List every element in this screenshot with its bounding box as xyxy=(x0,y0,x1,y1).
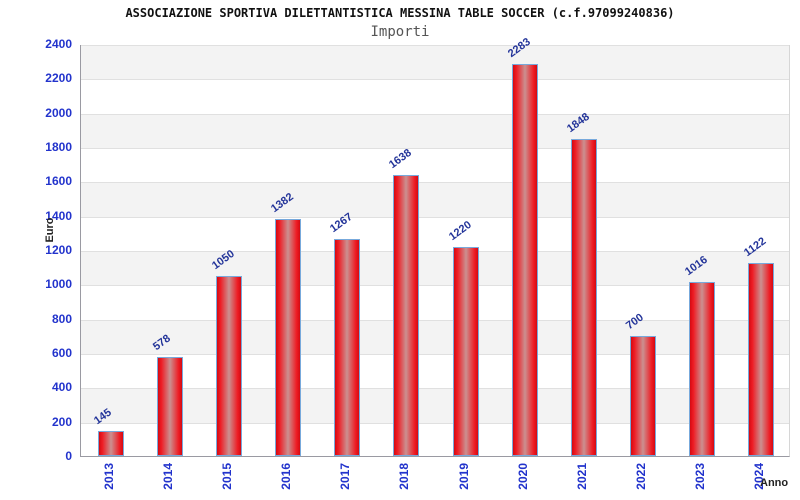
x-tick-label: 2014 xyxy=(160,463,175,490)
x-tick-label: 2018 xyxy=(397,463,412,490)
y-tick-label: 600 xyxy=(51,346,72,360)
x-tick-label: 2021 xyxy=(574,463,589,490)
bar-2017 xyxy=(334,238,361,456)
plot-band xyxy=(81,79,789,113)
bar-2019 xyxy=(452,246,479,456)
x-tick-label: 2017 xyxy=(338,463,353,490)
chart-subtitle: Importi xyxy=(370,24,430,40)
bar-2022 xyxy=(630,335,657,456)
plot-band xyxy=(81,354,789,388)
bar-2014 xyxy=(156,356,183,456)
y-tick-label: 0 xyxy=(65,449,72,463)
plot-band xyxy=(81,388,789,423)
bar-2023 xyxy=(689,281,716,456)
x-axis-label: Anno xyxy=(760,477,789,489)
y-tick-label: 2200 xyxy=(45,71,72,86)
y-tick-label: 1600 xyxy=(45,174,72,189)
x-tick-label: 2015 xyxy=(219,463,234,490)
bar-2018 xyxy=(393,174,420,456)
y-tick-label: 1400 xyxy=(45,208,72,223)
y-tick-label: 200 xyxy=(51,414,72,429)
bar-2015 xyxy=(215,275,242,456)
plot-band xyxy=(81,422,789,457)
plot-band xyxy=(81,251,789,286)
plot-band xyxy=(81,45,789,80)
x-tick-label: 2019 xyxy=(456,463,471,490)
plot-band xyxy=(81,319,789,354)
y-tick-label: 1200 xyxy=(45,243,72,257)
y-tick-label: 1000 xyxy=(45,277,72,292)
bar-2021 xyxy=(570,138,597,456)
x-tick-label: 2023 xyxy=(693,463,708,490)
plot-band xyxy=(81,113,789,148)
y-tick-label: 400 xyxy=(51,380,72,395)
plot-band xyxy=(81,285,789,319)
plot-band xyxy=(81,216,789,251)
y-tick-label: 2400 xyxy=(45,37,72,51)
plot-band xyxy=(81,182,789,217)
plot-area: 145 578 1050 1382 1267 1638 1220 2283 1848 700 101… xyxy=(80,36,790,457)
y-tick-label: 1800 xyxy=(45,140,72,154)
x-tick-label: 2020 xyxy=(515,463,530,490)
plot-band xyxy=(81,148,789,182)
bar-2013 xyxy=(97,431,124,456)
y-tick-label: 800 xyxy=(51,311,72,326)
bar-2016 xyxy=(275,218,302,456)
x-tick-label: 2016 xyxy=(279,463,294,490)
y-tick-label: 2000 xyxy=(45,105,72,120)
x-tick-label: 2022 xyxy=(634,463,649,490)
bar-2024 xyxy=(748,263,775,456)
bar-2020 xyxy=(511,64,538,456)
y-axis-label: Euro xyxy=(44,217,56,243)
x-tick-label: 2013 xyxy=(101,463,116,490)
chart-title: ASSOCIAZIONE SPORTIVA DILETTANTISTICA ME… xyxy=(125,6,675,20)
